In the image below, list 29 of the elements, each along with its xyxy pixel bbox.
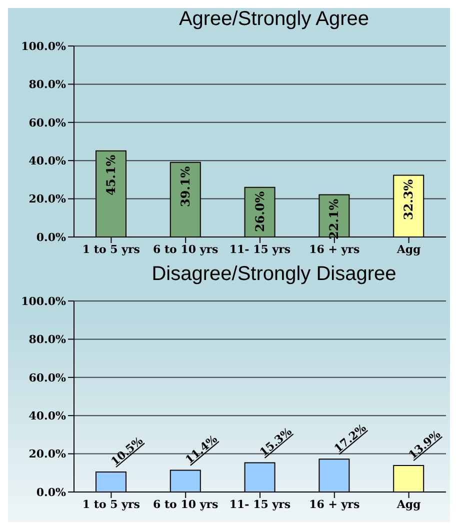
x-tick-label: 1 to 5 yrs [82,498,140,511]
y-tick-label: 0.0% [36,486,67,499]
y-tick-label: 20.0% [28,448,67,461]
data-label: 22.1% [327,198,342,240]
chart-title: Agree/Strongly Agree [178,8,370,32]
y-tick-label: 60.0% [28,116,67,130]
x-tick-label: 16 + yrs [309,242,360,256]
y-tick-label: 40.0% [28,154,67,168]
y-tick-label: 80.0% [28,78,67,92]
data-label: 26.0% [252,190,267,232]
chart-title: Disagree/Strongly Disagree [150,263,398,287]
data-label: 32.3% [402,178,416,220]
x-tick-label: 1 to 5 yrs [82,242,140,256]
y-tick-label: 40.0% [28,410,67,423]
x-tick-label: 16 + yrs [309,498,360,511]
y-tick-label: 80.0% [28,333,67,346]
y-tick-label: 20.0% [28,192,67,206]
y-tick-label: 100.0% [21,40,67,53]
x-tick-label: 6 to 10 yrs [152,242,218,256]
data-label: 39.1% [178,166,192,207]
x-tick-label: 11- 15 yrs [229,498,291,511]
y-tick-label: 60.0% [28,371,67,384]
x-tick-label: Agg [396,498,422,511]
y-tick-label: 0.0% [36,230,67,244]
x-tick-label: 6 to 10 yrs [152,498,218,511]
y-tick-label: 100.0% [21,294,67,308]
x-tick-label: Agg [396,242,422,256]
data-label: 45.1% [104,154,118,196]
x-tick-label: 11- 15 yrs [229,242,291,256]
